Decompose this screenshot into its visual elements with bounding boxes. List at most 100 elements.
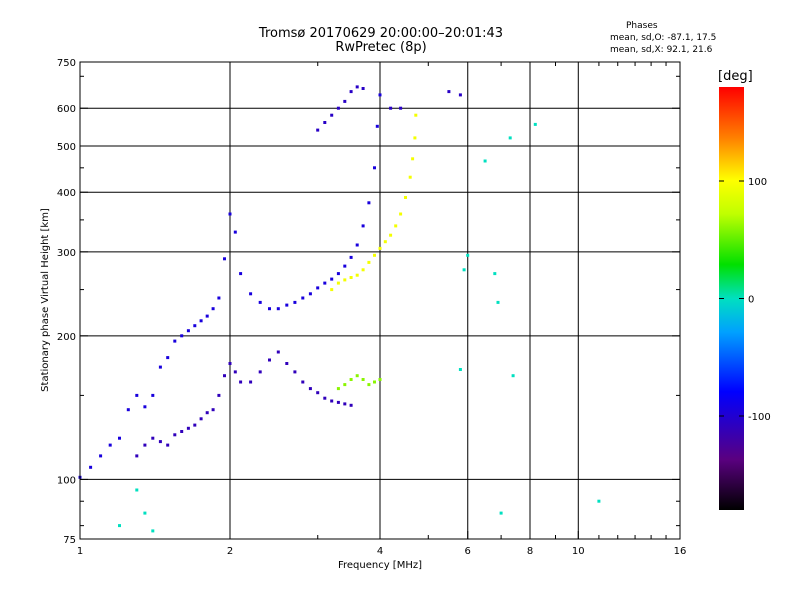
data-point — [258, 300, 262, 304]
data-point — [458, 93, 462, 97]
data-point — [308, 387, 312, 391]
colorbar-tick-label: -100 — [748, 412, 771, 423]
y-tick-label: 300 — [57, 248, 76, 259]
colorbar-ticks: 100 0 -100 — [719, 177, 771, 423]
data-point — [343, 99, 347, 103]
data-point — [323, 396, 327, 400]
data-point — [508, 136, 512, 140]
x-tick-label: 6 — [465, 546, 471, 557]
data-point — [135, 393, 139, 397]
data-point — [89, 465, 93, 469]
data-point — [336, 387, 340, 391]
y-axis-title: Stationary phase Virtual Height [km] — [40, 208, 51, 392]
data-point — [239, 272, 243, 276]
x-axis-title: Frequency [MHz] — [338, 560, 422, 571]
data-point — [276, 307, 280, 311]
data-point — [375, 124, 379, 128]
data-point — [378, 378, 382, 381]
data-point — [462, 268, 466, 272]
data-point — [199, 417, 203, 421]
y-tick-label: 200 — [57, 332, 76, 343]
data-point — [217, 393, 221, 397]
data-point — [173, 433, 177, 437]
data-point — [308, 292, 312, 296]
data-point — [217, 296, 221, 300]
data-point — [323, 121, 327, 124]
x-tick-label: 16 — [674, 546, 687, 557]
data-point — [597, 499, 601, 503]
data-point — [268, 307, 271, 311]
y-axis: 75 100 200 300 400 500 600 750 — [57, 58, 680, 546]
data-point — [349, 378, 353, 381]
data-point — [330, 288, 334, 292]
data-point — [151, 436, 155, 440]
data-point — [389, 106, 393, 110]
data-point — [301, 296, 305, 300]
x-mode-phase-stats: mean, sd,X: 92.1, 21.6 — [610, 45, 713, 55]
data-point — [355, 273, 359, 277]
data-point — [99, 454, 103, 458]
data-point — [158, 440, 162, 444]
data-point — [361, 224, 365, 228]
data-point — [373, 380, 376, 384]
data-point — [336, 281, 340, 285]
phases-heading: Phases — [626, 21, 658, 31]
data-point — [394, 224, 398, 228]
data-point — [316, 391, 320, 395]
y-tick-label: 400 — [57, 188, 76, 199]
data-point — [349, 403, 353, 407]
data-point — [349, 276, 353, 279]
x-tick-label: 10 — [572, 546, 585, 557]
data-point — [343, 264, 347, 268]
x-tick-label: 4 — [377, 546, 383, 557]
data-point — [343, 402, 347, 406]
y-tick-label: 750 — [57, 58, 76, 69]
data-point — [466, 253, 470, 257]
data-point — [499, 511, 503, 515]
data-point — [193, 324, 197, 328]
data-point — [447, 90, 451, 94]
data-point — [186, 426, 190, 430]
data-point — [483, 159, 487, 163]
data-point — [293, 300, 297, 304]
data-point — [336, 272, 340, 276]
data-point — [258, 370, 262, 374]
data-point — [367, 383, 371, 387]
data-point — [323, 281, 327, 285]
data-point — [355, 85, 359, 89]
x-tick-label: 1 — [77, 546, 83, 557]
data-point — [180, 334, 184, 338]
data-point — [211, 408, 215, 412]
data-point — [233, 230, 237, 234]
data-point — [205, 314, 209, 318]
data-point — [343, 383, 347, 387]
x-tick-label: 2 — [227, 546, 233, 557]
data-point — [361, 378, 365, 381]
data-point — [199, 319, 203, 323]
data-point — [399, 106, 403, 110]
data-point — [496, 300, 500, 304]
data-point — [249, 292, 253, 296]
data-point — [223, 257, 226, 261]
data-point — [330, 113, 334, 117]
data-point — [268, 358, 271, 362]
data-point — [389, 233, 393, 237]
data-point — [316, 286, 320, 290]
o-mode-phase-stats: mean, sd,O: -87.1, 17.5 — [610, 33, 717, 43]
x-tick-label: 8 — [527, 546, 533, 557]
data-point — [378, 93, 382, 97]
data-point — [493, 272, 497, 276]
data-point — [118, 524, 121, 528]
data-point — [383, 240, 387, 244]
data-point — [408, 175, 412, 179]
data-point — [239, 380, 243, 384]
data-point — [135, 488, 139, 492]
chart-title: Tromsø 20170629 20:00:00–20:01:43 — [258, 26, 504, 41]
data-point — [233, 370, 237, 374]
data-point — [378, 246, 382, 250]
colorbar-unit-label: [deg] — [718, 69, 753, 84]
data-point — [343, 278, 347, 282]
data-point — [186, 329, 190, 333]
data-point — [158, 365, 162, 369]
y-tick-label: 75 — [63, 535, 76, 546]
